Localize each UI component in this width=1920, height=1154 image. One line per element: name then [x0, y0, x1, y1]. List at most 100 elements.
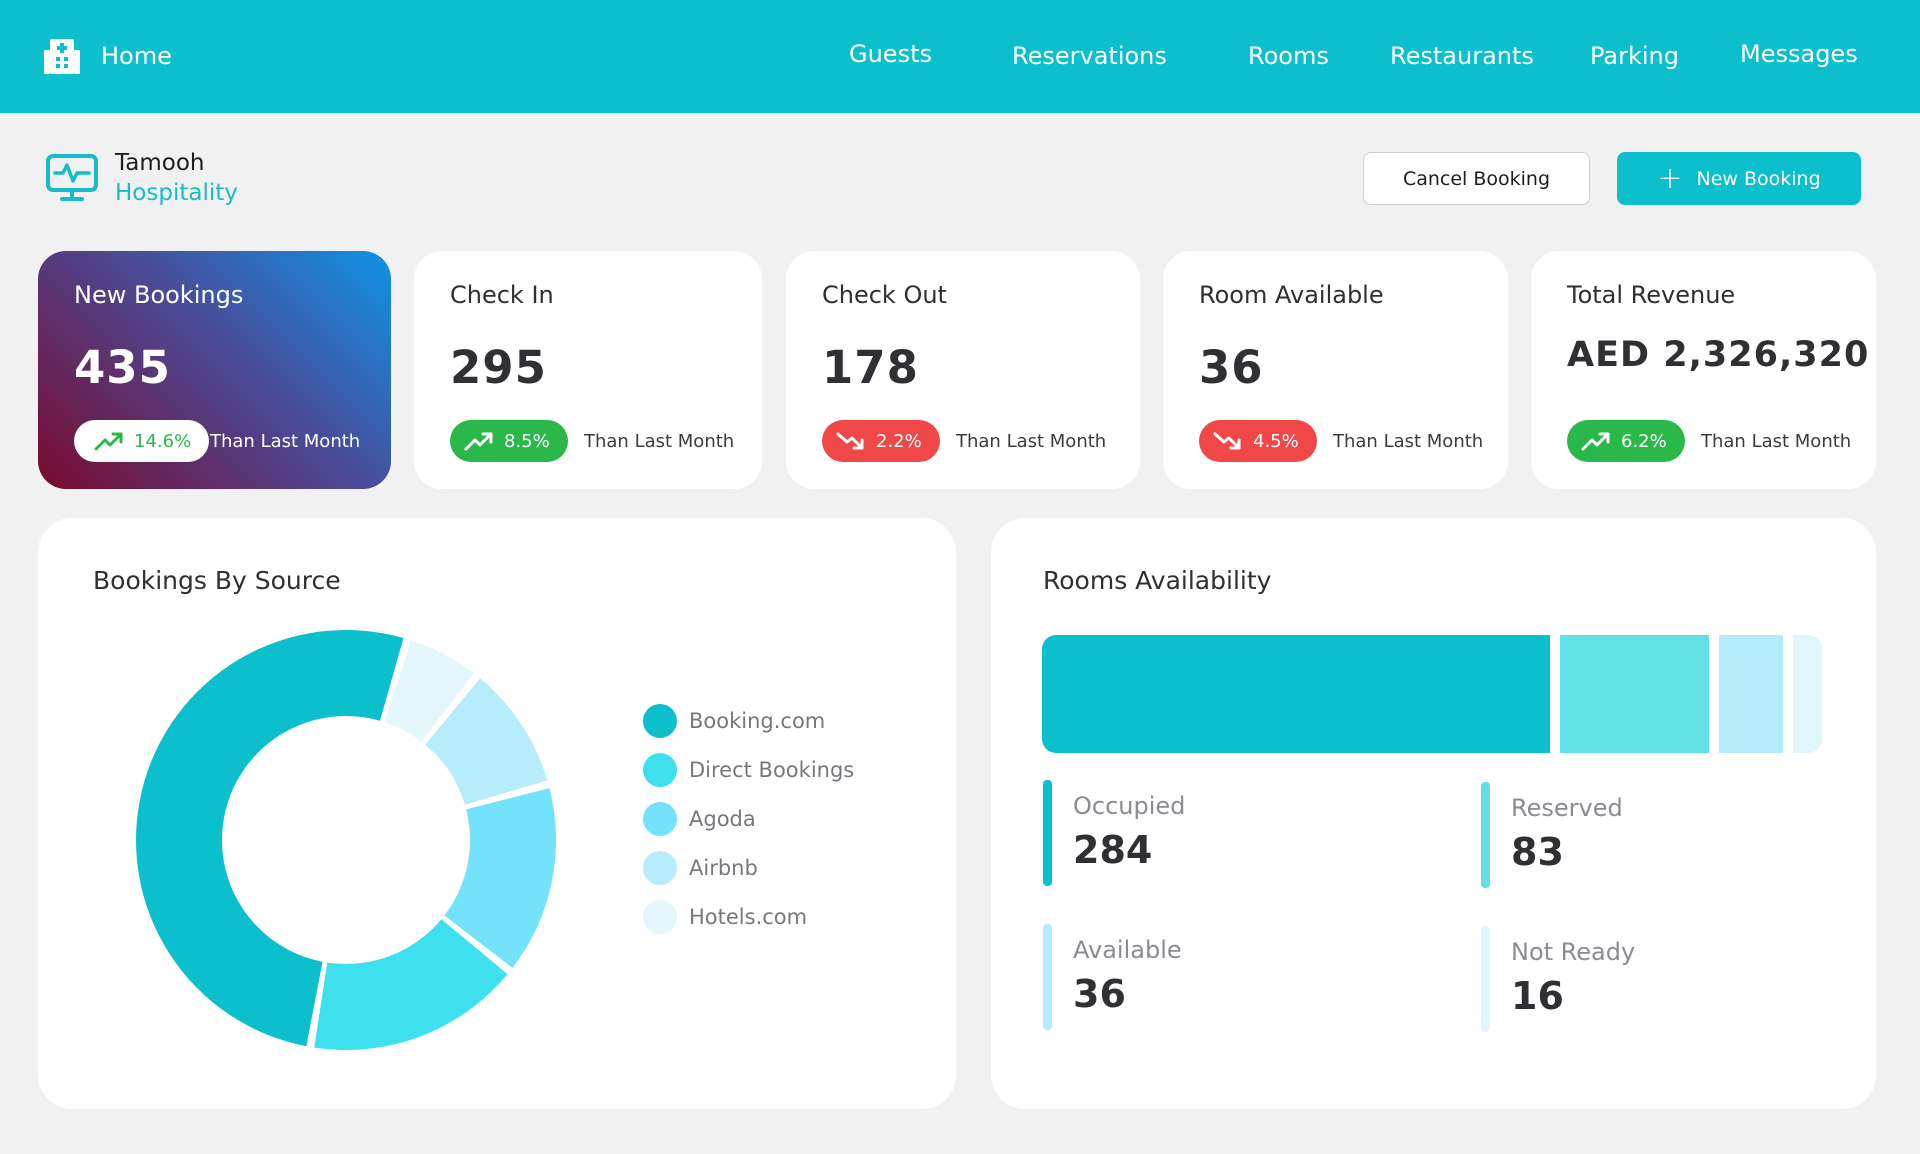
- cancel-booking-button[interactable]: Cancel Booking: [1363, 152, 1590, 205]
- panel-title: Bookings By Source: [93, 566, 341, 595]
- donut-slice-direct-bookings: [314, 919, 508, 1050]
- donut-slice-hotels-com: [384, 640, 474, 742]
- stat-available: Available 36: [1043, 924, 1343, 1030]
- brand-line-1: Tamooh: [115, 150, 205, 176]
- legend-item: Airbnb: [643, 843, 854, 892]
- bar-segment-not-ready: [1793, 635, 1822, 753]
- legend-swatch: [643, 703, 677, 738]
- legend-label: Direct Bookings: [689, 757, 855, 782]
- bar-segment-available: [1718, 635, 1784, 753]
- trend-note: Than Last Month: [1701, 431, 1852, 452]
- card-check-in: Check In 295 8.5% Than Last Month: [414, 251, 762, 489]
- brand-line-2: Hospitality: [115, 180, 238, 206]
- trend-note: Than Last Month: [956, 431, 1107, 452]
- legend-swatch: [643, 752, 677, 787]
- new-booking-button[interactable]: + New Booking: [1617, 152, 1861, 205]
- trend-up-icon: [464, 432, 493, 451]
- card-title: Check Out: [822, 281, 947, 309]
- card-check-out: Check Out 178 2.2% Than Last Month: [786, 251, 1140, 489]
- nav-reservations[interactable]: Reservations: [1012, 42, 1167, 70]
- trend-down-icon: [836, 432, 864, 450]
- legend-item: Hotels.com: [643, 892, 854, 941]
- legend-label: Agoda: [689, 806, 756, 831]
- brand: Tamooh Hospitality: [45, 148, 238, 208]
- card-title: New Bookings: [74, 281, 244, 309]
- trend-badge: 14.6%: [74, 420, 210, 462]
- trend-badge: 2.2%: [822, 420, 940, 462]
- trend-badge: 6.2%: [1567, 420, 1685, 462]
- trend-note: Than Last Month: [210, 431, 361, 452]
- donut-slice-airbnb: [425, 678, 548, 805]
- stat-color-line: [1043, 924, 1052, 1030]
- nav-guests[interactable]: Guests: [849, 40, 932, 68]
- trend-value: 14.6%: [134, 430, 192, 452]
- card-new-bookings: New Bookings 435 14.6% Than Last Month: [38, 251, 391, 489]
- trend-badge: 4.5%: [1199, 420, 1317, 462]
- nav-parking[interactable]: Parking: [1590, 42, 1679, 70]
- stat-value: 36: [1073, 972, 1126, 1016]
- legend-item: Direct Bookings: [643, 745, 854, 794]
- nav-restaurants[interactable]: Restaurants: [1390, 42, 1534, 70]
- legend-label: Hotels.com: [689, 904, 808, 929]
- bookings-by-source-panel: Bookings By Source Booking.com Direct Bo…: [38, 518, 956, 1109]
- trend-up-icon: [1581, 432, 1610, 451]
- stat-color-line: [1481, 782, 1490, 888]
- legend-swatch: [643, 801, 677, 836]
- stat-value: 284: [1073, 828, 1153, 872]
- donut-slice-agoda: [444, 788, 556, 968]
- rooms-stacked-bar: [1042, 635, 1822, 753]
- stat-not-ready: Not Ready 16: [1481, 926, 1781, 1032]
- card-title: Check In: [450, 281, 554, 309]
- trend-value: 4.5%: [1253, 430, 1299, 452]
- bar-segment-occupied: [1042, 635, 1551, 753]
- rooms-availability-panel: Rooms Availability Occupied 284 Reserved…: [991, 518, 1876, 1109]
- trend-value: 2.2%: [876, 430, 922, 452]
- chart-legend: Booking.com Direct Bookings Agoda Airbnb…: [643, 696, 854, 941]
- card-title: Total Revenue: [1567, 281, 1736, 309]
- stat-color-line: [1481, 926, 1490, 1032]
- panel-title: Rooms Availability: [1043, 566, 1272, 595]
- legend-label: Airbnb: [689, 855, 758, 880]
- legend-swatch: [643, 899, 677, 934]
- card-total-revenue: Total Revenue AED 2,326,320 6.2% Than La…: [1531, 251, 1876, 489]
- legend-label: Booking.com: [689, 708, 826, 733]
- plus-icon: +: [1657, 160, 1683, 196]
- bar-segment-reserved: [1560, 635, 1709, 753]
- trend-down-icon: [1213, 432, 1241, 450]
- monitor-pulse-icon: [46, 154, 98, 201]
- trend-up-icon: [94, 432, 123, 451]
- new-booking-label: New Booking: [1696, 167, 1821, 190]
- stat-label: Reserved: [1511, 794, 1623, 822]
- stat-label: Not Ready: [1511, 938, 1636, 966]
- card-room-available: Room Available 36 4.5% Than Last Month: [1163, 251, 1508, 489]
- trend-note: Than Last Month: [1333, 431, 1484, 452]
- stat-value: 16: [1511, 974, 1564, 1018]
- brand-name: Tamooh Hospitality: [115, 148, 238, 208]
- stat-label: Occupied: [1073, 792, 1186, 820]
- nav-rooms[interactable]: Rooms: [1248, 42, 1329, 70]
- stat-reserved: Reserved 83: [1481, 782, 1781, 888]
- trend-badge: 8.5%: [450, 420, 568, 462]
- trend-note: Than Last Month: [584, 431, 735, 452]
- legend-swatch: [643, 850, 677, 885]
- card-value: 295: [450, 341, 547, 394]
- card-title: Room Available: [1199, 281, 1384, 309]
- donut-slice-booking-com: [136, 630, 404, 1047]
- bookings-donut-chart: [136, 630, 556, 1050]
- card-value: 36: [1199, 341, 1264, 394]
- stat-label: Available: [1073, 936, 1182, 964]
- trend-value: 8.5%: [504, 430, 550, 452]
- cancel-booking-label: Cancel Booking: [1402, 167, 1551, 190]
- nav-home-label: Home: [101, 42, 172, 70]
- legend-item: Booking.com: [643, 696, 854, 745]
- legend-item: Agoda: [643, 794, 854, 843]
- stat-color-line: [1043, 780, 1052, 886]
- card-value: AED 2,326,320: [1567, 335, 1870, 375]
- hotel-icon: [44, 39, 80, 74]
- nav-messages[interactable]: Messages: [1740, 40, 1858, 68]
- trend-value: 6.2%: [1621, 430, 1667, 452]
- nav-home[interactable]: Home: [43, 36, 172, 76]
- top-navbar: Home Guests Reservations Rooms Restauran…: [0, 0, 1920, 113]
- card-value: 178: [822, 341, 919, 394]
- stat-value: 83: [1511, 830, 1564, 874]
